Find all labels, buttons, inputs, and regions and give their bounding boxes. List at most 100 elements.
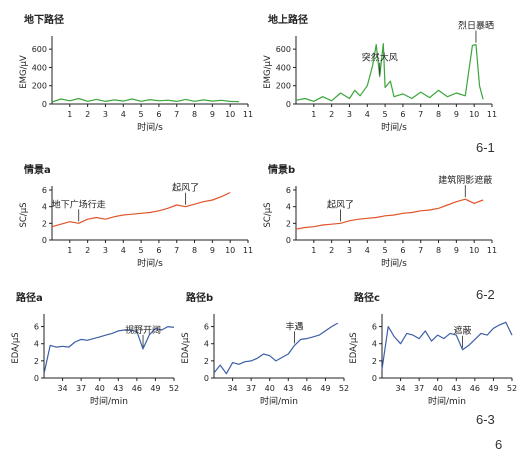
chart-5-x-tick-label: 46 [132, 384, 142, 393]
chart-4-x-tick-label: 5 [383, 246, 388, 255]
chart-5-annotation: 视野开阔 [125, 324, 161, 336]
chart-6-x-tick-label: 43 [283, 384, 293, 393]
chart-6-title: 路径b [186, 291, 213, 304]
chart-2-x-tick-label: 10 [469, 110, 479, 119]
chart-7-x-tick-label: 49 [488, 384, 498, 393]
chart-6-x-tick-label: 34 [227, 384, 237, 393]
chart-3-y-tick-label: 0 [42, 236, 47, 245]
chart-2-y-tick-label: 600 [276, 45, 291, 54]
chart-1-x-tick-label: 2 [85, 110, 90, 119]
chart-4-annotation: 建筑阴影遮蔽 [438, 174, 492, 186]
chart-3-x-tick-label: 10 [225, 246, 235, 255]
chart-1-y-tick-label: 400 [32, 63, 47, 72]
chart-1-x-tick-label: 1 [67, 110, 72, 119]
chart-3-y-label: SC/μS [19, 203, 29, 228]
chart-6-x-tick-label: 52 [339, 384, 349, 393]
chart-3-x-tick-label: 11 [243, 246, 253, 255]
chart-7-y-label: EDA/μS [349, 332, 359, 363]
chart-6-x-tick-label: 37 [246, 384, 256, 393]
chart-5-title: 路径a [16, 291, 43, 304]
chart-4-x-tick-label: 1 [311, 246, 316, 255]
chart-1-x-tick-label: 8 [192, 110, 197, 119]
chart-3-annotation: 起风了 [172, 183, 199, 194]
chart-4-series-line [295, 198, 484, 230]
chart-5-x-tick-label: 49 [150, 384, 160, 393]
figure-label-6-1: 6-1 [476, 140, 495, 155]
chart-1-y-tick-label: 200 [32, 82, 47, 91]
chart-4-x-tick-label: 7 [418, 246, 423, 255]
chart-5-x-tick-label: 34 [57, 384, 67, 393]
chart-3-x-tick-label: 8 [192, 246, 197, 255]
chart-4-x-tick-label: 11 [487, 246, 497, 255]
chart-4-annotation: 起风了 [327, 199, 354, 210]
chart-7-x-tick-label: 52 [507, 384, 517, 393]
chart-4-y-tick-label: 2 [286, 219, 291, 228]
chart-3-y-tick-label: 6 [42, 186, 47, 195]
chart-2-x-tick-label: 1 [311, 110, 316, 119]
chart-2-annotation: 突然大风 [362, 52, 398, 64]
chart-7-annotation: 遮蔽 [453, 325, 471, 337]
chart-2-y-tick-label: 200 [276, 82, 291, 91]
chart-3-x-tick-label: 1 [67, 246, 72, 255]
chart-5-x-tick-label: 40 [95, 384, 105, 393]
chart-2-y-tick-label: 0 [286, 100, 291, 109]
chart-3-x-tick-label: 6 [156, 246, 161, 255]
chart-5-x-tick-label: 37 [76, 384, 86, 393]
chart-2-x-tick-label: 9 [454, 110, 459, 119]
chart-2-x-tick-label: 11 [487, 110, 497, 119]
chart-1-x-tick-label: 4 [121, 110, 126, 119]
chart-4-y-tick-label: 0 [286, 236, 291, 245]
chart-5-y-tick-label: 0 [34, 374, 39, 383]
chart-4-y-tick-label: 6 [286, 186, 291, 195]
figure-label-6-2: 6-2 [476, 287, 495, 302]
chart-5-y-tick-label: 2 [34, 357, 39, 366]
figure-label-6: 6 [495, 437, 503, 452]
chart-4-x-tick-label: 4 [365, 246, 370, 255]
chart-4-x-tick-label: 9 [454, 246, 459, 255]
chart-5-y-tick-label: 4 [34, 340, 39, 349]
figure-label-6-3: 6-3 [476, 412, 495, 427]
chart-7-x-tick-label: 40 [433, 384, 443, 393]
chart-1-y-tick-label: 600 [32, 45, 47, 54]
chart-2-annotation: 烈日暴晒 [458, 21, 494, 32]
chart-7-series-line [381, 321, 513, 370]
chart-7-title: 路径c [354, 291, 380, 304]
chart-6-x-label: 时间/min [260, 395, 298, 407]
chart-2-y-tick-label: 400 [276, 63, 291, 72]
chart-7-y-tick-label: 2 [372, 357, 377, 366]
chart-6-annotation: 丰遇 [285, 320, 303, 332]
chart-2-x-tick-label: 4 [365, 110, 370, 119]
chart-2-x-label: 时间/s [381, 121, 407, 133]
chart-1-x-tick-label: 11 [243, 110, 253, 119]
chart-6-series-line [213, 322, 339, 375]
chart-1-y-tick-label: 0 [42, 100, 47, 109]
chart-4-x-tick-label: 2 [329, 246, 334, 255]
chart-4-y-tick-label: 4 [286, 203, 291, 212]
chart-5-y-tick-label: 6 [34, 323, 39, 332]
chart-3-annotation: 地下广场行走 [52, 198, 106, 210]
chart-4-x-label: 时间/s [381, 257, 407, 269]
chart-4-y-label: SC/μS [263, 203, 273, 228]
chart-1-x-tick-label: 3 [103, 110, 108, 119]
chart-4-x-tick-label: 3 [347, 246, 352, 255]
chart-6-y-label: EDA/μS [181, 332, 191, 363]
chart-2-x-tick-label: 2 [329, 110, 334, 119]
chart-1-x-tick-label: 6 [156, 110, 161, 119]
chart-7-x-label: 时间/min [428, 395, 466, 407]
chart-4-title: 情景b [268, 163, 295, 176]
chart-7-x-tick-label: 46 [470, 384, 480, 393]
chart-2-series-line [295, 43, 484, 102]
chart-1-x-label: 时间/s [137, 121, 163, 133]
chart-2-x-tick-label: 6 [400, 110, 405, 119]
chart-6-x-tick-label: 49 [320, 384, 330, 393]
chart-2-x-tick-label: 3 [347, 110, 352, 119]
chart-5-x-label: 时间/min [90, 395, 128, 407]
chart-6-x-tick-label: 40 [265, 384, 275, 393]
chart-2-y-label: EMG/μV [263, 55, 273, 89]
chart-4-x-tick-label: 6 [400, 246, 405, 255]
chart-2-x-tick-label: 8 [436, 110, 441, 119]
chart-1-x-tick-label: 5 [139, 110, 144, 119]
chart-3-x-tick-label: 4 [121, 246, 126, 255]
chart-7-y-tick-label: 0 [372, 374, 377, 383]
